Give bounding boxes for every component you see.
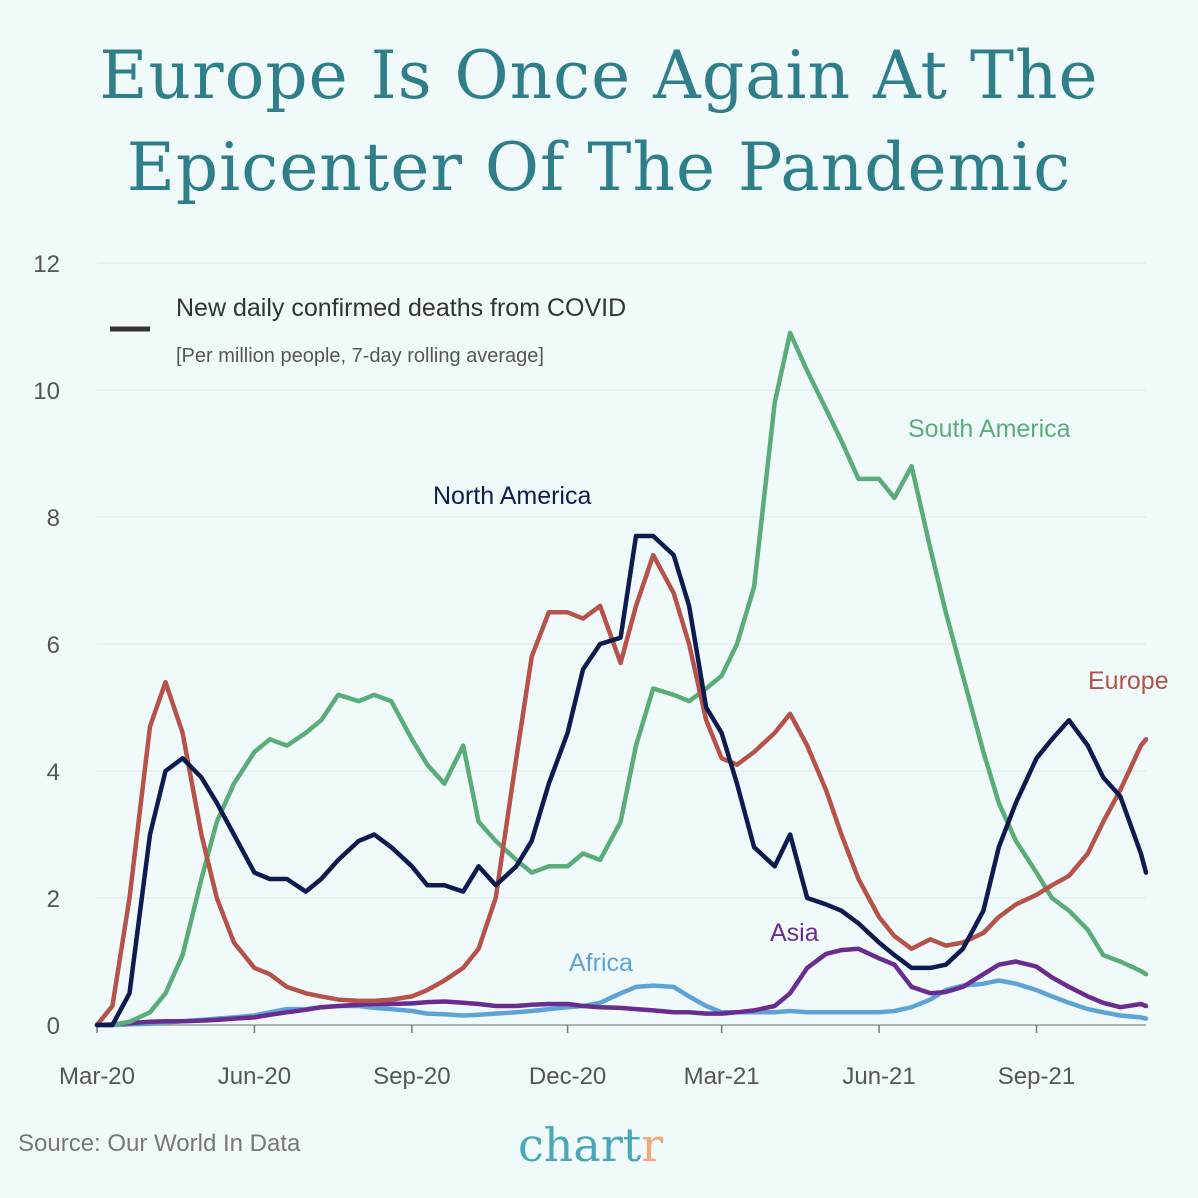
label-europe: Europe — [1088, 667, 1169, 695]
logo-main: chart — [518, 1118, 642, 1172]
y-axis: 0 2 4 6 8 10 12 — [33, 251, 60, 1040]
label-asia: Asia — [770, 919, 819, 947]
logo-accent: r — [641, 1118, 664, 1172]
chart-title: Europe Is Once Again At The Epicenter Of… — [99, 37, 1099, 206]
label-south-america: South America — [908, 415, 1071, 443]
series-lines — [94, 330, 1149, 1028]
y-tick-label: 10 — [33, 378, 60, 405]
x-tick-label: Mar-20 — [59, 1063, 135, 1090]
x-tick-label: Jun-21 — [842, 1063, 915, 1090]
x-tick-label: Sep-21 — [998, 1063, 1075, 1090]
label-north-america: North America — [433, 482, 591, 510]
series-line-asia — [94, 946, 1149, 1028]
chartr-logo: chartr — [518, 1118, 663, 1172]
label-africa: Africa — [569, 949, 633, 977]
legend: New daily confirmed deaths from COVID [P… — [110, 294, 626, 367]
legend-title: New daily confirmed deaths from COVID — [176, 294, 626, 322]
y-tick-label: 4 — [47, 759, 60, 786]
series-line-africa — [94, 978, 1149, 1028]
series-line-europe — [94, 552, 1149, 1028]
series-labels: South America North America Europe Asia … — [433, 415, 1169, 977]
y-tick-label: 2 — [47, 886, 60, 913]
x-tick-label: Jun-20 — [218, 1063, 291, 1090]
y-tick-label: 8 — [47, 505, 60, 532]
gridlines — [97, 262, 1146, 899]
y-tick-label: 12 — [33, 251, 60, 278]
y-tick-label: 0 — [47, 1013, 60, 1040]
legend-subtitle: [Per million people, 7-day rolling avera… — [176, 345, 544, 367]
x-tick-label: Mar-21 — [684, 1063, 760, 1090]
y-tick-label: 6 — [47, 632, 60, 659]
x-tick-label: Dec-20 — [529, 1063, 606, 1090]
series-line-north-america — [94, 533, 1149, 1028]
series-line-south-america — [94, 330, 1149, 1028]
x-axis: Mar-20 Jun-20 Sep-20 Dec-20 Mar-21 Jun-21 Sep-… — [59, 1024, 1146, 1090]
source-note: Source: Our World In Data — [18, 1130, 301, 1157]
x-tick-label: Sep-20 — [373, 1063, 450, 1090]
